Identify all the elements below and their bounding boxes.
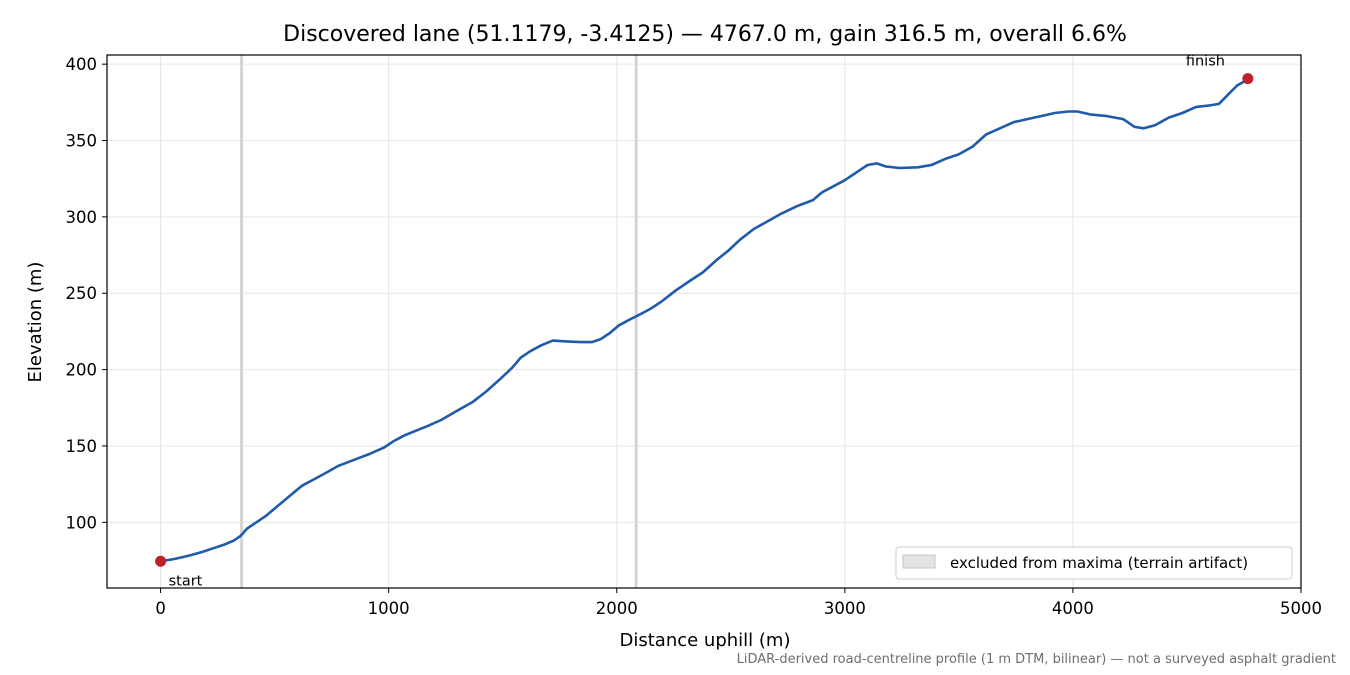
legend: excluded from maxima (terrain artifact): [895, 546, 1293, 580]
footnote: LiDAR-derived road-centreline profile (1…: [736, 652, 1336, 667]
x-tick-label: 4000: [1052, 599, 1094, 618]
elevation-line: [159, 78, 1250, 563]
excluded-band: [240, 55, 244, 588]
endpoint-markers: start finish: [155, 54, 1254, 589]
x-tick-label: 2000: [596, 599, 638, 618]
grid: [107, 55, 1302, 588]
y-tick-label: 250: [66, 284, 98, 303]
finish-marker: [1242, 73, 1254, 85]
y-tick-label: 350: [66, 132, 98, 151]
series-layer: [159, 78, 1250, 563]
x-tick-label: 5000: [1280, 599, 1322, 618]
start-marker: [155, 555, 167, 567]
x-tick-label: 0: [155, 599, 166, 618]
axis-ticks: 0 1000 2000 3000 4000 5000 100 150 200 250 300 350 4…: [66, 55, 1323, 618]
chart-title: Discovered lane (51.1179, -3.4125) — 476…: [283, 22, 1127, 47]
excluded-markers: [240, 55, 638, 588]
plot-frame: [106, 54, 1302, 589]
x-tick-label: 1000: [368, 599, 410, 618]
x-axis-label: Distance uphill (m): [620, 630, 791, 651]
x-tick-label: 3000: [824, 599, 866, 618]
legend-entry-excluded: excluded from maxima (terrain artifact): [950, 554, 1248, 572]
y-tick-label: 100: [66, 513, 98, 532]
y-tick-label: 300: [66, 208, 98, 227]
legend-box: [895, 546, 1293, 580]
start-label: start: [169, 573, 203, 589]
legend-swatch: [902, 554, 936, 569]
y-tick-label: 400: [66, 55, 98, 74]
y-tick-label: 200: [66, 361, 98, 380]
finish-label: finish: [1186, 54, 1225, 70]
y-tick-label: 150: [66, 437, 98, 456]
y-axis-label: Elevation (m): [25, 262, 46, 383]
excluded-band: [634, 55, 638, 588]
